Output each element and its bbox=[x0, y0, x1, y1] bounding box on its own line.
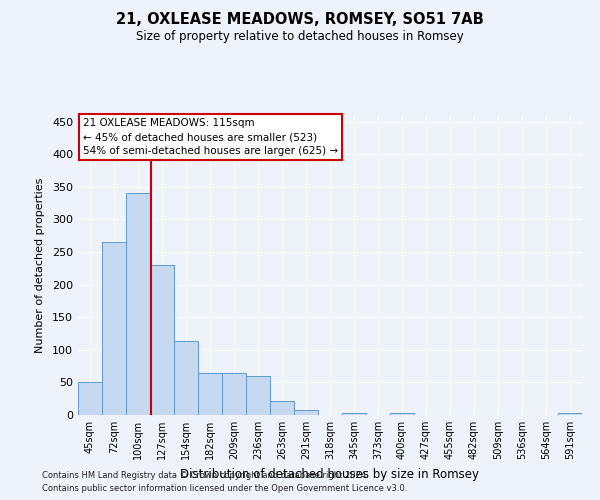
Bar bbox=[78, 382, 102, 415]
Text: Contains public sector information licensed under the Open Government Licence v3: Contains public sector information licen… bbox=[42, 484, 407, 493]
Bar bbox=[246, 376, 270, 415]
Y-axis label: Number of detached properties: Number of detached properties bbox=[35, 178, 45, 352]
Bar bbox=[390, 413, 414, 415]
Text: 21, OXLEASE MEADOWS, ROMSEY, SO51 7AB: 21, OXLEASE MEADOWS, ROMSEY, SO51 7AB bbox=[116, 12, 484, 28]
X-axis label: Distribution of detached houses by size in Romsey: Distribution of detached houses by size … bbox=[181, 468, 479, 480]
Bar bbox=[294, 410, 318, 415]
Bar bbox=[198, 372, 222, 415]
Bar bbox=[174, 342, 198, 415]
Bar bbox=[342, 413, 366, 415]
Text: 21 OXLEASE MEADOWS: 115sqm
← 45% of detached houses are smaller (523)
54% of sem: 21 OXLEASE MEADOWS: 115sqm ← 45% of deta… bbox=[83, 118, 338, 156]
Bar bbox=[558, 413, 582, 415]
Text: Size of property relative to detached houses in Romsey: Size of property relative to detached ho… bbox=[136, 30, 464, 43]
Bar bbox=[270, 400, 294, 415]
Bar bbox=[126, 194, 150, 415]
Text: Contains HM Land Registry data © Crown copyright and database right 2024.: Contains HM Land Registry data © Crown c… bbox=[42, 470, 368, 480]
Bar bbox=[102, 242, 126, 415]
Bar bbox=[222, 372, 246, 415]
Bar bbox=[150, 265, 174, 415]
